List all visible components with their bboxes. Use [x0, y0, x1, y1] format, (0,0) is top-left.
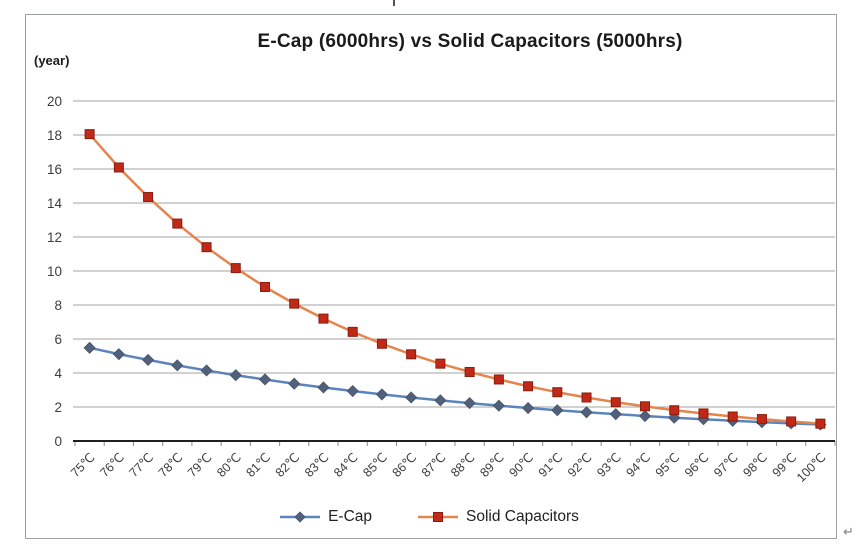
data-point-marker [640, 401, 650, 412]
x-tick-label: 79℃ [185, 450, 215, 480]
data-point-marker [638, 409, 652, 423]
x-tick-label: 83℃ [302, 450, 332, 480]
data-point-marker [289, 298, 300, 309]
x-tick-label: 95℃ [653, 450, 683, 480]
x-tick-label: 76℃ [97, 450, 127, 480]
data-point-marker [346, 384, 359, 398]
x-tick-label: 77℃ [127, 450, 157, 480]
data-point-marker [523, 381, 534, 392]
x-tick-label: 75℃ [68, 450, 98, 480]
chart-legend: E-Cap Solid Capacitors [0, 505, 859, 529]
data-point-marker [317, 381, 330, 394]
data-point-marker [435, 358, 446, 369]
data-point-marker [434, 394, 447, 407]
x-tick-label: 93℃ [594, 450, 624, 480]
data-point-marker [376, 338, 387, 349]
legend-swatch-diamond-icon [280, 511, 321, 523]
data-point-marker [229, 369, 242, 382]
x-tick-label: 91℃ [536, 450, 566, 480]
data-point-marker [551, 404, 564, 417]
x-tick-label: 89℃ [477, 450, 507, 480]
y-tick-label: 2 [54, 400, 62, 415]
data-point-marker [405, 391, 418, 404]
x-tick-label: 78℃ [156, 450, 186, 480]
data-point-marker [580, 406, 593, 419]
legend-label: E-Cap [328, 508, 373, 525]
data-point-marker [552, 387, 563, 398]
series-line-solid-capacitors [88, 133, 821, 425]
legend-item-e-cap[interactable]: E-Cap [280, 508, 372, 526]
y-tick-label: 20 [47, 94, 62, 109]
legend-label: Solid Capacitors [466, 508, 579, 525]
data-point-marker [172, 218, 183, 229]
chart-title: E-Cap (6000hrs) vs Solid Capacitors (500… [257, 31, 683, 52]
x-tick-label: 92℃ [565, 450, 595, 480]
data-point-marker [756, 414, 767, 425]
x-tick-label: 86℃ [390, 450, 420, 480]
y-tick-label: 16 [47, 162, 62, 177]
y-axis-unit-label: (year) [34, 53, 70, 68]
data-point-marker [112, 348, 125, 361]
data-point-marker [142, 353, 155, 366]
x-tick-label: 97℃ [711, 450, 741, 480]
x-tick-label: 85℃ [360, 450, 390, 480]
data-point-marker [288, 377, 301, 390]
data-point-marker [815, 418, 826, 429]
data-point-marker [200, 364, 213, 377]
y-tick-label: 4 [54, 366, 62, 381]
data-point-marker [669, 405, 680, 416]
data-point-marker [727, 411, 738, 422]
data-point-marker [698, 408, 709, 419]
data-point-marker [581, 392, 592, 403]
data-point-marker [493, 374, 504, 385]
x-tick-label: 88℃ [448, 450, 478, 480]
data-point-marker [260, 281, 270, 292]
x-tick-label: 80℃ [214, 450, 244, 480]
x-tick-label: 96℃ [682, 450, 712, 480]
x-tick-label: 87℃ [419, 450, 449, 480]
data-point-marker [522, 401, 535, 415]
data-point-marker [230, 263, 241, 274]
data-point-marker [786, 416, 797, 427]
data-point-marker [463, 397, 476, 410]
x-tick-label: 90℃ [507, 450, 537, 480]
x-tick-label: 82℃ [273, 450, 303, 480]
data-point-marker [406, 349, 417, 360]
paragraph-return-mark: ↵ [843, 524, 854, 539]
legend-item-solid-capacitors[interactable]: Solid Capacitors [418, 508, 579, 526]
data-point-marker [258, 373, 272, 386]
data-point-marker [609, 408, 622, 421]
x-tick-label: 100℃ [794, 450, 829, 485]
data-point-marker [143, 192, 154, 203]
data-point-marker [83, 341, 96, 354]
x-tick-label: 81℃ [243, 450, 273, 480]
y-tick-label: 18 [47, 128, 62, 143]
data-point-marker [347, 326, 358, 337]
y-tick-label: 8 [54, 298, 62, 313]
x-tick-label: 98℃ [740, 450, 770, 480]
x-tick-label: 84℃ [331, 450, 361, 480]
data-point-marker [375, 388, 388, 401]
y-tick-label: 14 [47, 196, 63, 211]
text-cursor-artifact [393, 0, 395, 6]
data-point-marker [84, 129, 95, 140]
data-point-marker [113, 162, 124, 173]
y-tick-label: 12 [47, 230, 62, 245]
data-point-marker [464, 366, 475, 377]
y-tick-label: 6 [54, 332, 62, 347]
data-point-marker [318, 313, 329, 324]
legend-swatch-square-icon [418, 512, 459, 522]
data-point-marker [610, 397, 621, 408]
y-tick-label: 10 [47, 264, 62, 279]
data-point-marker [171, 359, 184, 372]
data-point-marker [492, 399, 505, 412]
data-point-marker [201, 242, 212, 253]
y-tick-label: 0 [54, 434, 62, 449]
x-tick-label: 94℃ [623, 450, 653, 480]
